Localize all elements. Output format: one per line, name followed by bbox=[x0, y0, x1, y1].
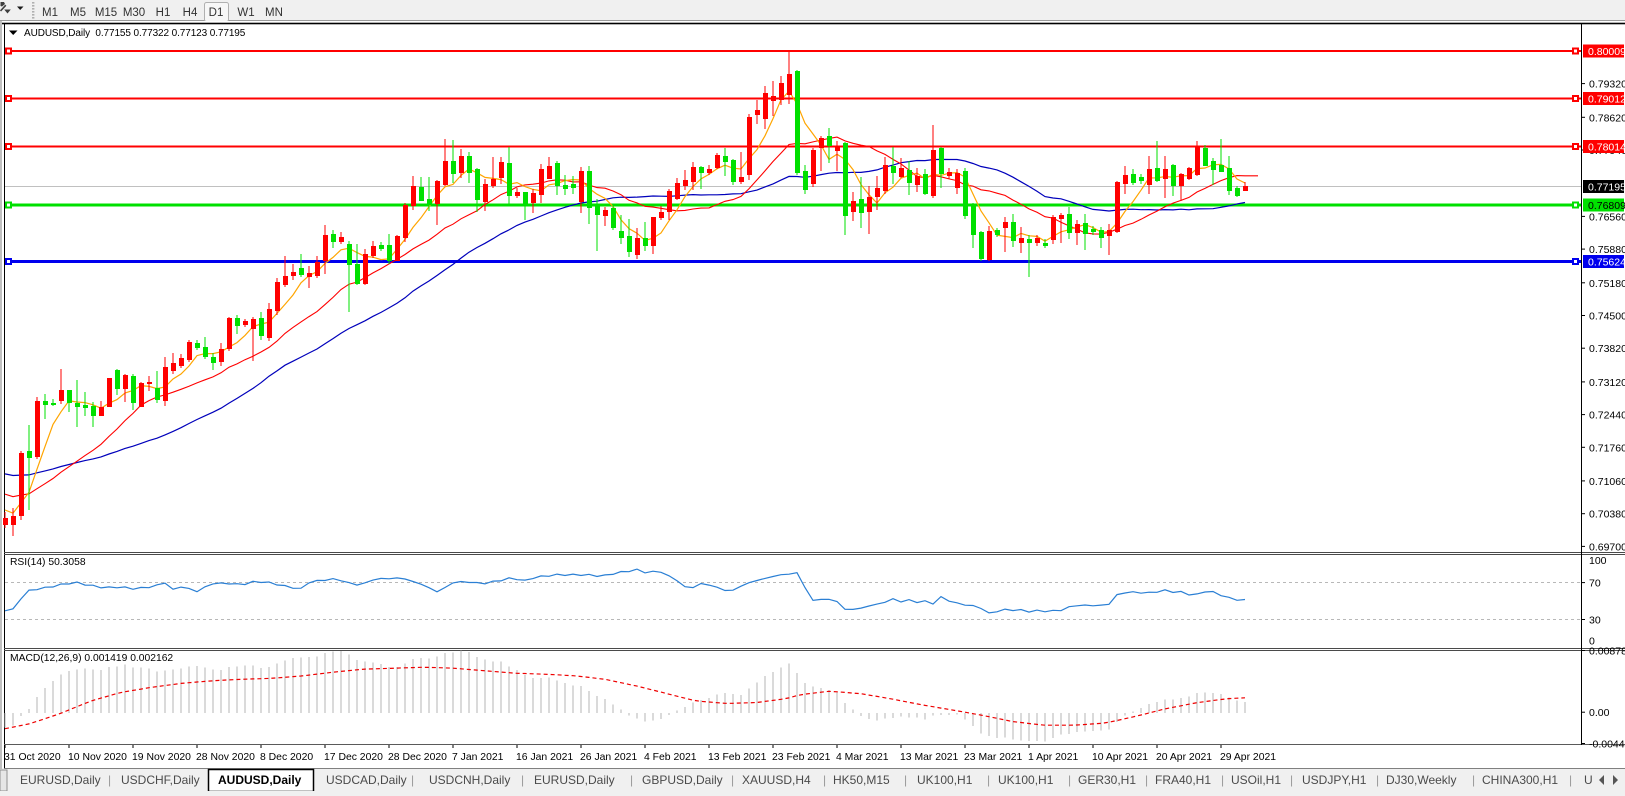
svg-text:|: | bbox=[1145, 773, 1148, 787]
svg-text:4 Mar 2021: 4 Mar 2021 bbox=[836, 752, 889, 763]
svg-text:28 Nov 2020: 28 Nov 2020 bbox=[196, 752, 255, 763]
svg-text:|: | bbox=[987, 773, 990, 787]
svg-text:20 Apr 2021: 20 Apr 2021 bbox=[1156, 752, 1212, 763]
svg-text:0.72440: 0.72440 bbox=[1589, 410, 1625, 422]
svg-text:USDCAD,Daily: USDCAD,Daily bbox=[326, 773, 407, 787]
svg-text:MN: MN bbox=[265, 7, 283, 19]
svg-text:0.79012: 0.79012 bbox=[1588, 94, 1625, 106]
svg-text:H1: H1 bbox=[156, 7, 171, 19]
svg-text:USOil,H1: USOil,H1 bbox=[1231, 773, 1281, 787]
svg-text:USDCHF,Daily: USDCHF,Daily bbox=[121, 773, 200, 787]
svg-text:|: | bbox=[411, 773, 414, 787]
svg-text:23 Mar 2021: 23 Mar 2021 bbox=[964, 752, 1023, 763]
svg-text:M15: M15 bbox=[95, 7, 117, 19]
svg-text:AUDUSD,Daily: AUDUSD,Daily bbox=[218, 773, 302, 787]
svg-text:AUDUSD,Daily 0.77155 0.77322: AUDUSD,Daily 0.77155 0.77322 0.77123 0.7… bbox=[24, 28, 246, 39]
svg-text:UK100,H1: UK100,H1 bbox=[917, 773, 973, 787]
svg-text:0.74500: 0.74500 bbox=[1589, 311, 1625, 323]
svg-text:0.73820: 0.73820 bbox=[1589, 343, 1625, 355]
svg-text:UK100,H1: UK100,H1 bbox=[998, 773, 1054, 787]
svg-text:D1: D1 bbox=[209, 7, 224, 19]
svg-text:GER30,H1: GER30,H1 bbox=[1078, 773, 1136, 787]
svg-text:0: 0 bbox=[1589, 636, 1595, 648]
svg-text:M1: M1 bbox=[42, 7, 58, 19]
svg-text:0.70380: 0.70380 bbox=[1589, 509, 1625, 521]
svg-text:0.75624: 0.75624 bbox=[1588, 257, 1625, 269]
svg-text:U: U bbox=[1584, 773, 1593, 787]
svg-text:0.008782: 0.008782 bbox=[1589, 646, 1625, 658]
svg-text:|: | bbox=[108, 773, 111, 787]
svg-text:26 Jan 2021: 26 Jan 2021 bbox=[580, 752, 637, 763]
svg-text:30: 30 bbox=[1589, 614, 1601, 626]
svg-text:|: | bbox=[630, 773, 633, 787]
svg-text:USDCNH,Daily: USDCNH,Daily bbox=[429, 773, 510, 787]
svg-text:0.77195: 0.77195 bbox=[1588, 182, 1625, 194]
svg-text:0.79320: 0.79320 bbox=[1589, 79, 1625, 91]
svg-text:|: | bbox=[823, 773, 826, 787]
svg-text:CHINA300,H1: CHINA300,H1 bbox=[1482, 773, 1558, 787]
svg-text:|: | bbox=[1472, 773, 1475, 787]
svg-text:10 Nov 2020: 10 Nov 2020 bbox=[68, 752, 127, 763]
svg-text:|: | bbox=[1221, 773, 1224, 787]
svg-text:19 Nov 2020: 19 Nov 2020 bbox=[132, 752, 191, 763]
svg-text:-0.004451: -0.004451 bbox=[1589, 739, 1625, 751]
svg-text:0.71760: 0.71760 bbox=[1589, 442, 1625, 454]
svg-text:|: | bbox=[521, 773, 524, 787]
svg-text:XAUUSD,H4: XAUUSD,H4 bbox=[742, 773, 811, 787]
svg-text:10 Apr 2021: 10 Apr 2021 bbox=[1092, 752, 1148, 763]
svg-text:13 Feb 2021: 13 Feb 2021 bbox=[708, 752, 767, 763]
svg-text:70: 70 bbox=[1589, 577, 1601, 589]
svg-text:100: 100 bbox=[1589, 555, 1607, 567]
svg-text:8 Dec 2020: 8 Dec 2020 bbox=[260, 752, 313, 763]
svg-text:GBPUSD,Daily: GBPUSD,Daily bbox=[642, 773, 723, 787]
svg-text:MACD(12,26,9) 0.001419 0.00216: MACD(12,26,9) 0.001419 0.002162 bbox=[10, 653, 173, 664]
svg-text:0.75880: 0.75880 bbox=[1589, 244, 1625, 256]
svg-text:M30: M30 bbox=[123, 7, 145, 19]
svg-text:28 Dec 2020: 28 Dec 2020 bbox=[388, 752, 447, 763]
svg-text:0.78014: 0.78014 bbox=[1588, 142, 1625, 154]
svg-text:|: | bbox=[1290, 773, 1293, 787]
svg-text:0.73120: 0.73120 bbox=[1589, 377, 1625, 389]
svg-text:1 Apr 2021: 1 Apr 2021 bbox=[1028, 752, 1078, 763]
svg-text:M5: M5 bbox=[70, 7, 86, 19]
svg-text:29 Apr 2021: 29 Apr 2021 bbox=[1220, 752, 1276, 763]
svg-text:0.00: 0.00 bbox=[1589, 707, 1610, 719]
svg-text:0.76809: 0.76809 bbox=[1588, 200, 1625, 212]
svg-text:|: | bbox=[1068, 773, 1071, 787]
svg-text:0.78620: 0.78620 bbox=[1589, 112, 1625, 124]
svg-text:0.75180: 0.75180 bbox=[1589, 278, 1625, 290]
svg-text:W1: W1 bbox=[237, 7, 254, 19]
svg-text:16 Jan 2021: 16 Jan 2021 bbox=[516, 752, 573, 763]
svg-text:EURUSD,Daily: EURUSD,Daily bbox=[20, 773, 101, 787]
svg-text:DJ30,Weekly: DJ30,Weekly bbox=[1386, 773, 1456, 787]
svg-text:EURUSD,Daily: EURUSD,Daily bbox=[534, 773, 615, 787]
svg-text:RSI(14) 50.3058: RSI(14) 50.3058 bbox=[10, 557, 86, 568]
svg-text:17 Dec 2020: 17 Dec 2020 bbox=[324, 752, 383, 763]
svg-text:23 Feb 2021: 23 Feb 2021 bbox=[772, 752, 831, 763]
svg-text:13 Mar 2021: 13 Mar 2021 bbox=[900, 752, 959, 763]
svg-text:|: | bbox=[904, 773, 907, 787]
svg-text:0.71060: 0.71060 bbox=[1589, 476, 1625, 488]
svg-text:0.80009: 0.80009 bbox=[1588, 46, 1625, 58]
svg-text:FRA40,H1: FRA40,H1 bbox=[1155, 773, 1211, 787]
svg-text:|: | bbox=[1376, 773, 1379, 787]
svg-text:HK50,M15: HK50,M15 bbox=[833, 773, 890, 787]
svg-text:H4: H4 bbox=[183, 7, 198, 19]
svg-text:7 Jan 2021: 7 Jan 2021 bbox=[452, 752, 504, 763]
svg-text:31 Oct 2020: 31 Oct 2020 bbox=[4, 752, 61, 763]
svg-text:4 Feb 2021: 4 Feb 2021 bbox=[644, 752, 697, 763]
svg-text:0.69700: 0.69700 bbox=[1589, 541, 1625, 553]
svg-text:USDJPY,H1: USDJPY,H1 bbox=[1302, 773, 1367, 787]
svg-text:|: | bbox=[1569, 773, 1572, 787]
svg-text:0.76560: 0.76560 bbox=[1589, 211, 1625, 223]
svg-text:|: | bbox=[731, 773, 734, 787]
